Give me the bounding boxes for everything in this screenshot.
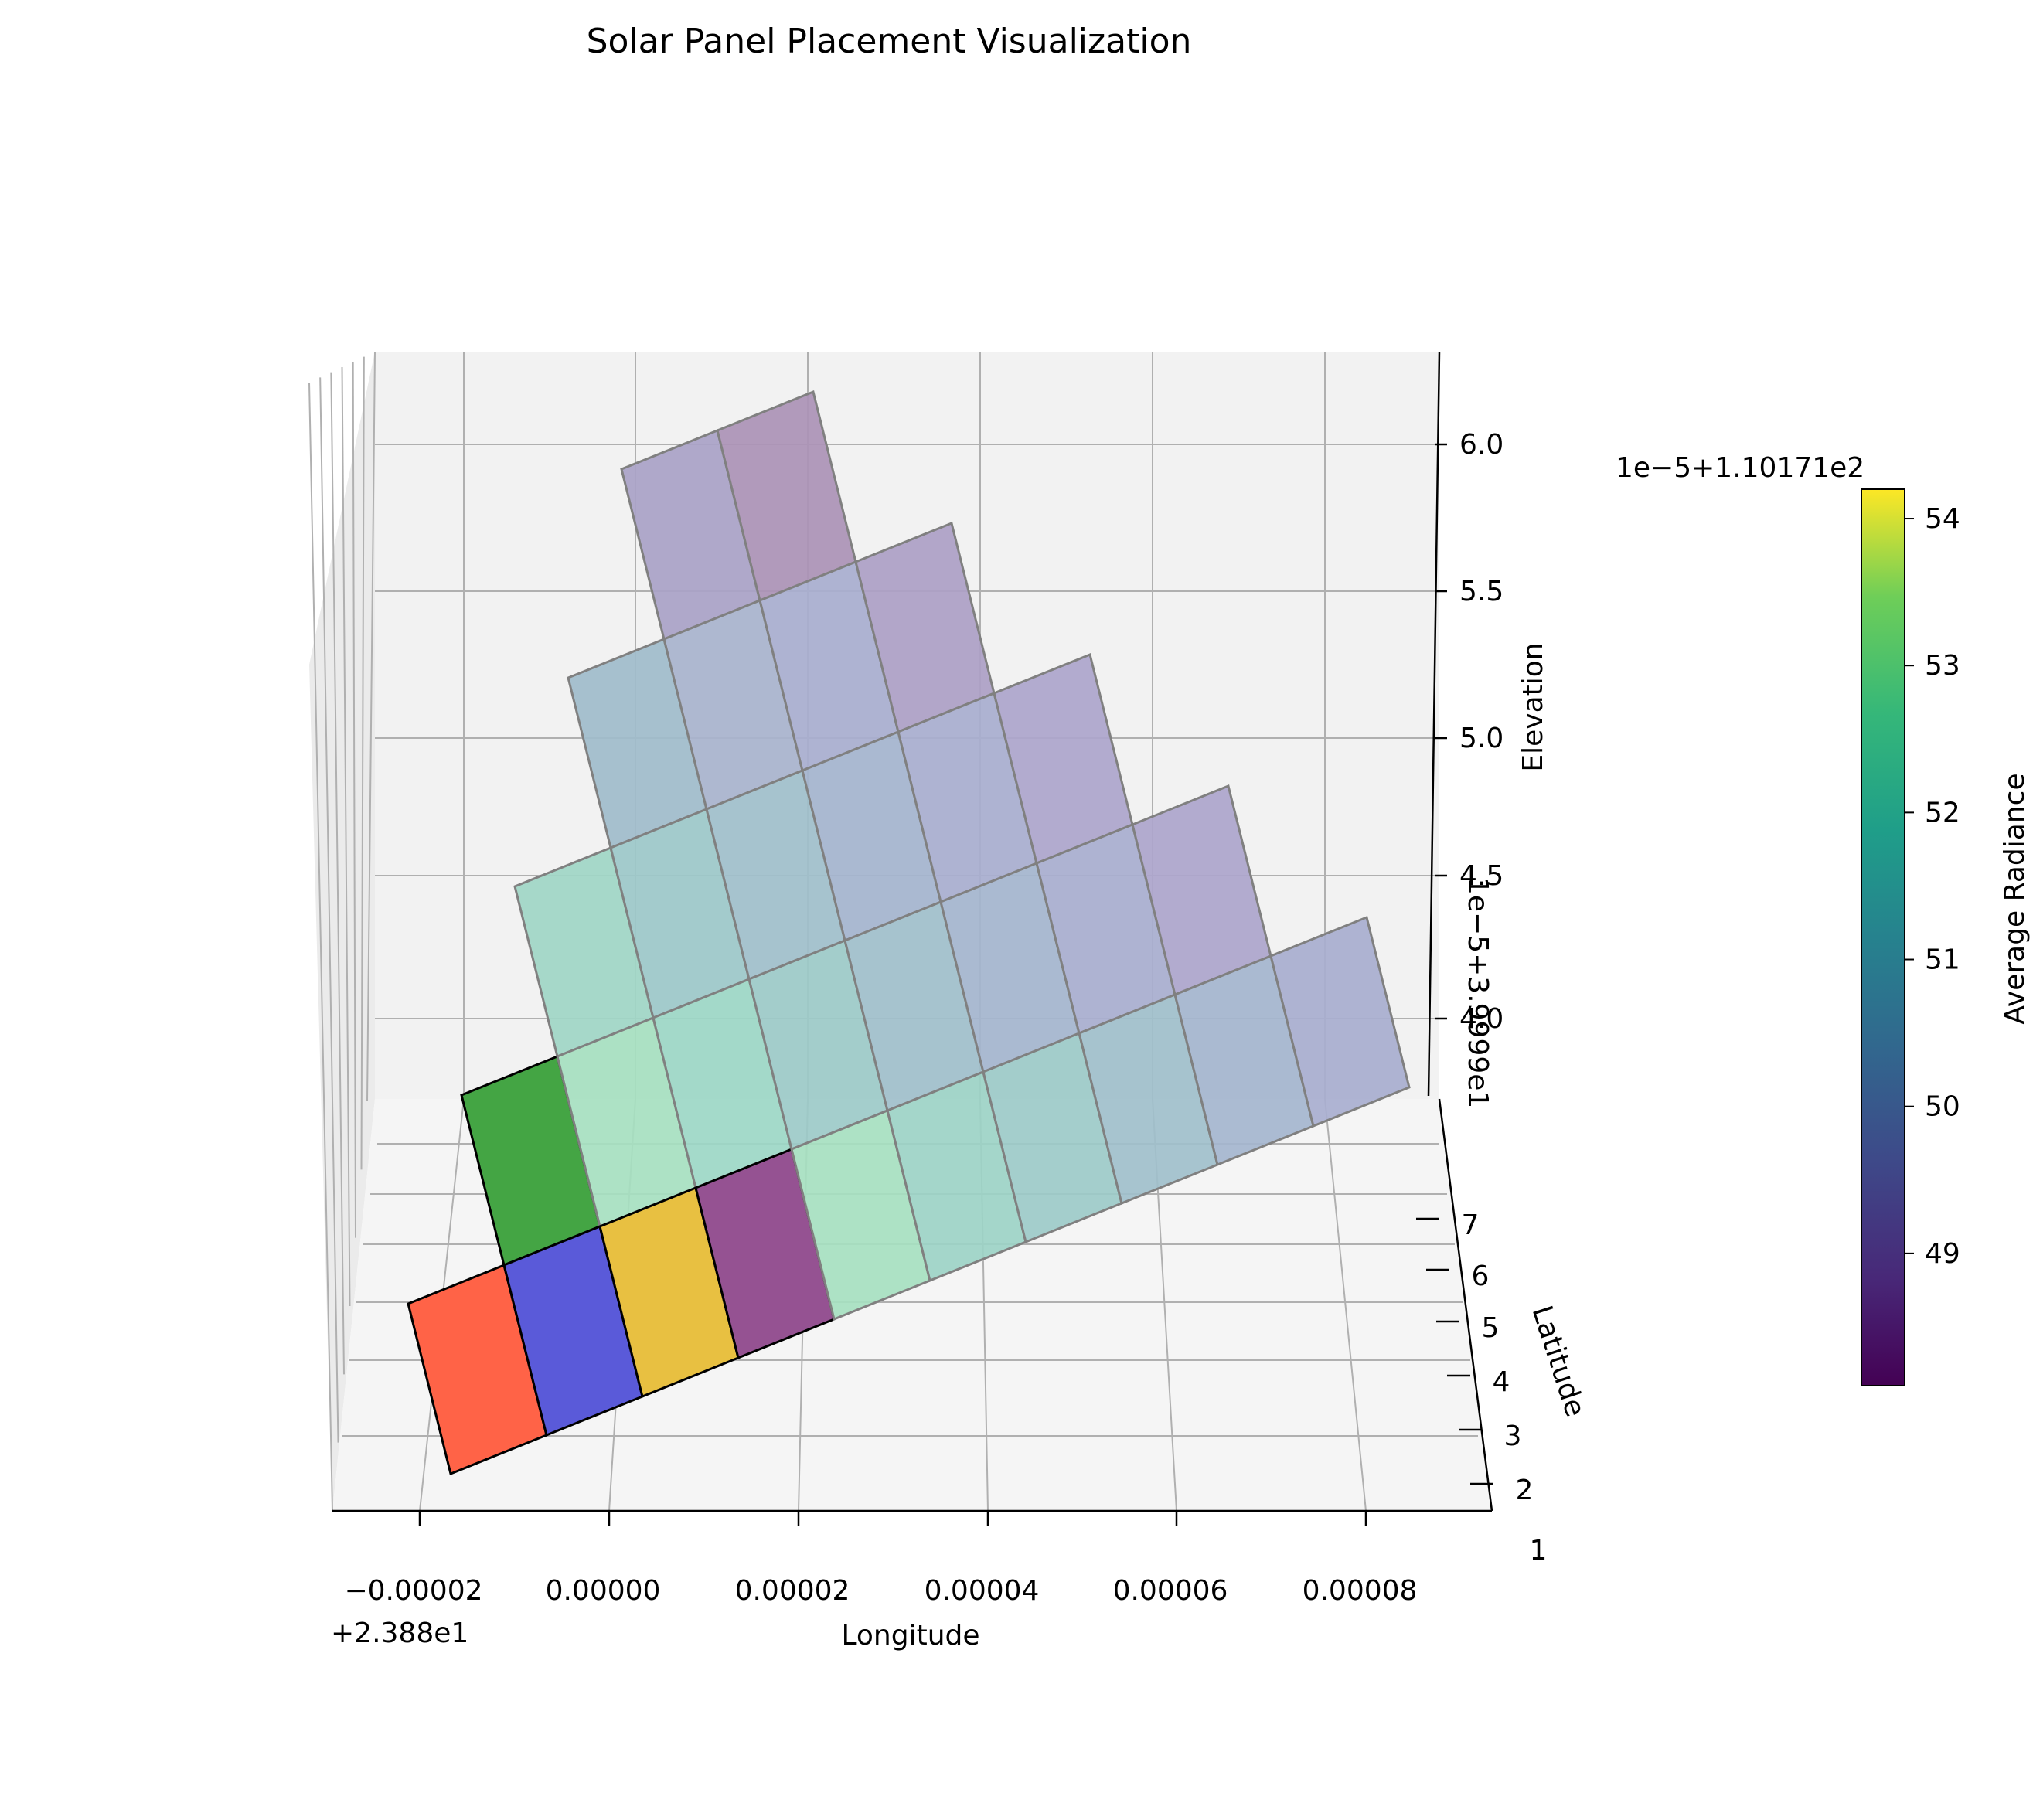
grid-line-left-pane [330, 372, 345, 1375]
axes-lines [332, 351, 1493, 1526]
y-tick-label: 5 [1482, 1312, 1500, 1344]
grid-line-floor [1324, 1098, 1367, 1512]
x-tick-label: 0.00004 [925, 1575, 1040, 1607]
colorbar-tick-label: 53 [1925, 650, 1960, 682]
x-axis-label: Longitude [841, 1620, 979, 1652]
y-tick-label: 4 [1493, 1366, 1510, 1398]
z-tick-labels: 4.0 4.5 5.0 5.5 6.0 [1459, 429, 1503, 1035]
z-tick-label: 4.0 [1459, 1003, 1503, 1035]
y-tick-label: 3 [1504, 1420, 1522, 1452]
z-tick-label: 5.5 [1459, 576, 1503, 607]
y-axis-line [1438, 1098, 1493, 1512]
y-tick-label: 6 [1472, 1260, 1490, 1292]
x-tick-label: −0.00002 [344, 1575, 482, 1607]
colorbar-tick-label: 50 [1925, 1091, 1960, 1123]
z-axis-line [1427, 351, 1441, 1097]
grid-line-left-pane [341, 366, 351, 1307]
left-pane [309, 352, 375, 1511]
grid-line-left-pane [366, 351, 376, 1102]
z-tick-label: 4.5 [1459, 860, 1503, 892]
x-tick-label: 0.00008 [1303, 1575, 1418, 1607]
y-tick-labels: 1 2 3 4 5 6 7 [1462, 1209, 1548, 1567]
grid-line-left-pane [360, 356, 365, 1170]
panel-grid [407, 390, 1411, 1476]
x-offset-text: +2.388e1 [331, 1618, 468, 1649]
grid-line-left-pane [308, 382, 333, 1512]
radiance-panel [1269, 915, 1411, 1128]
x-tick-label: 0.00000 [546, 1575, 661, 1607]
z-tick-label: 6.0 [1459, 429, 1503, 461]
z-axis-label: Elevation [1517, 642, 1549, 771]
x-tick-label: 0.00002 [735, 1575, 850, 1607]
x-tick-labels: −0.00002 0.00000 0.00002 0.00004 0.00006 0.00… [344, 1575, 1417, 1607]
z-offset-text: 1e−5+3.9999e1 [1462, 877, 1493, 1108]
colorbar-tick-label: 54 [1925, 503, 1960, 535]
colorbar-ticks: 49 50 51 52 53 54 [1905, 503, 1960, 1270]
y-tick-label: 7 [1462, 1209, 1480, 1241]
colorbar-label: Average Radiance [1999, 773, 2031, 1024]
z-tick-label: 5.0 [1459, 723, 1503, 754]
y-axis-label: Latitude [1526, 1302, 1592, 1421]
colorbar-offset-text: 1e−5+1.10171e2 [1616, 452, 1864, 484]
y-tick-label: 2 [1516, 1475, 1534, 1506]
y-tick-label: 1 [1530, 1535, 1548, 1567]
grid-line-left-pane [319, 377, 339, 1443]
colorbar [1861, 488, 1905, 1386]
chart-title: Solar Panel Placement Visualization [587, 22, 1192, 61]
colorbar-tick-label: 52 [1925, 797, 1960, 828]
colorbar-tick-label: 49 [1925, 1238, 1960, 1270]
colorbar-tick-label: 51 [1925, 944, 1960, 976]
x-tick-label: 0.00006 [1113, 1575, 1228, 1607]
grid-line-left-pane [352, 362, 356, 1238]
